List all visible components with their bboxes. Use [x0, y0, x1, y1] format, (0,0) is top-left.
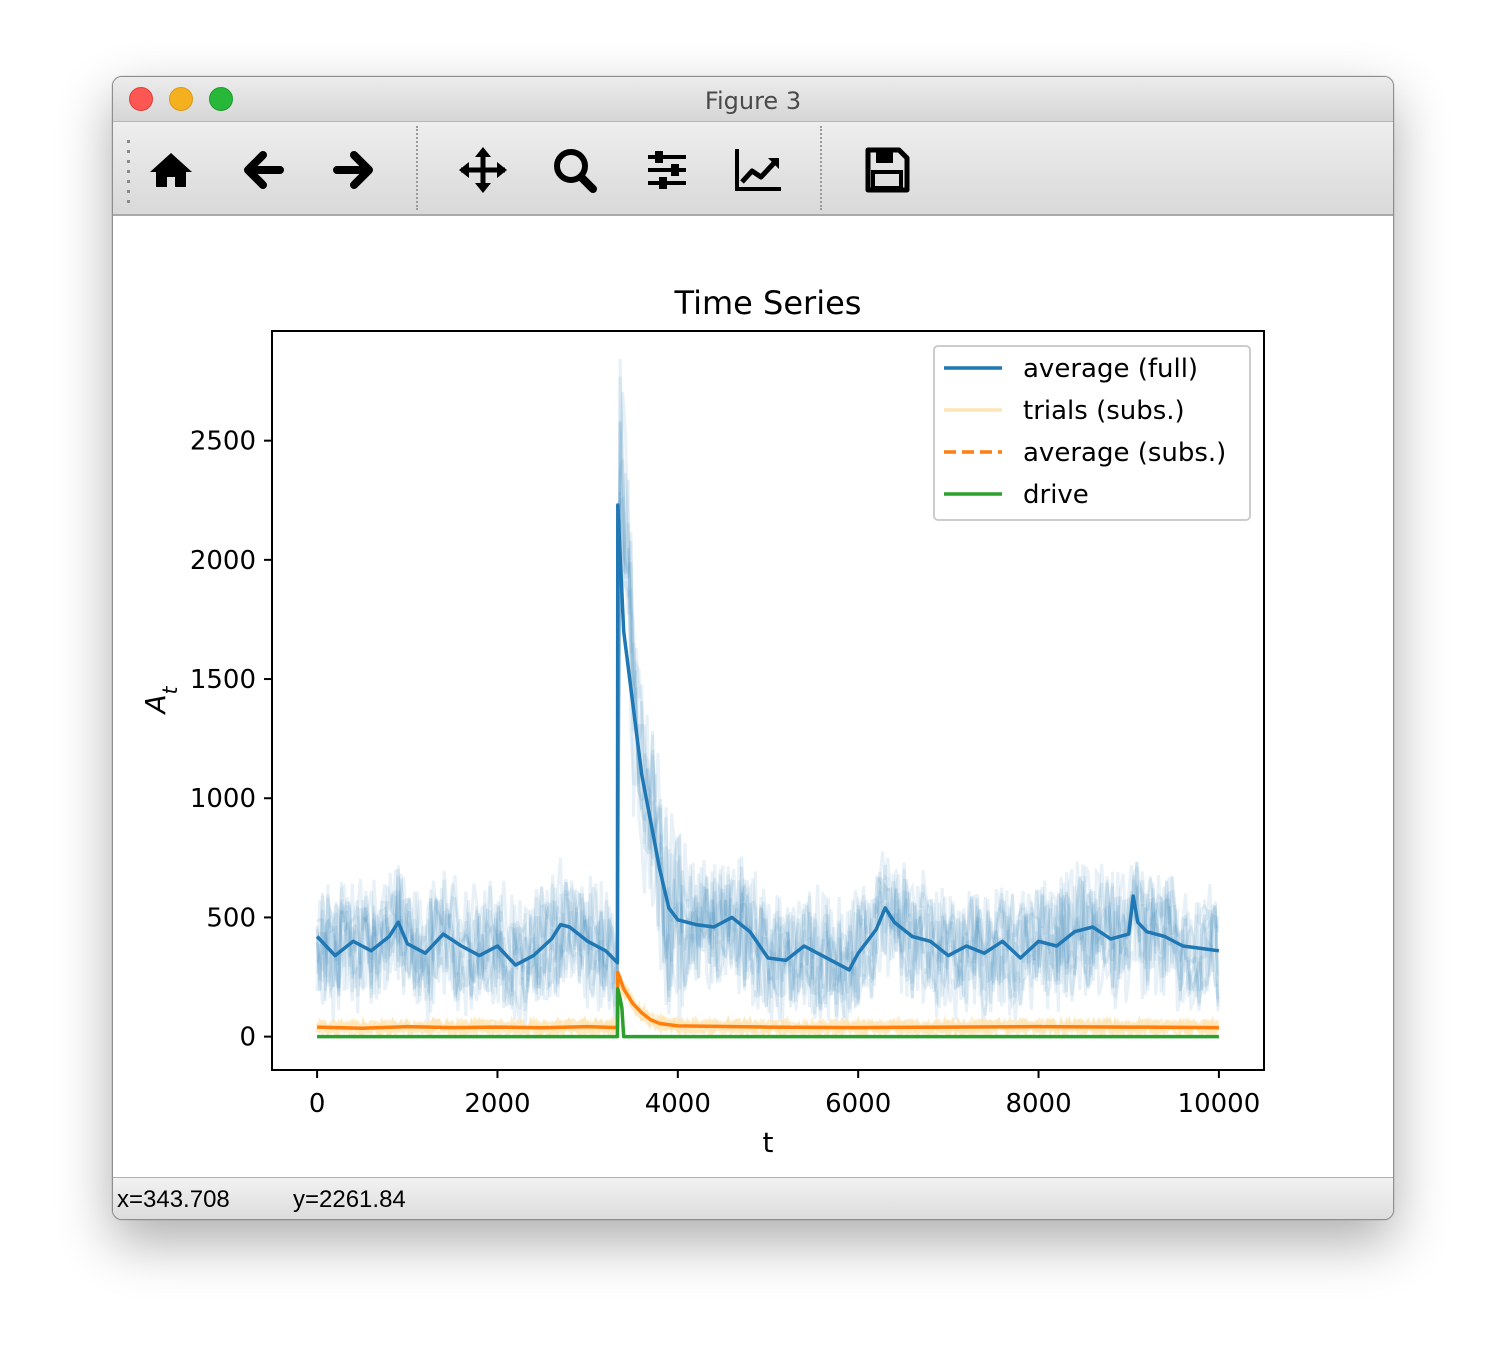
y-tick-label: 2000: [190, 546, 256, 576]
trial-trace-full: [316, 376, 1220, 1033]
x-tick-label: 0: [309, 1089, 326, 1119]
legend-label: average (subs.): [1023, 438, 1226, 468]
back-button[interactable]: [238, 146, 288, 194]
zoom-magnifier-icon: [554, 149, 597, 193]
y-tick-label: 0: [239, 1023, 256, 1053]
series-line-average-subs: [317, 970, 1219, 1031]
edit-axes-button[interactable]: [734, 146, 784, 194]
x-tick-label: 8000: [1005, 1089, 1071, 1119]
legend-label: drive: [1023, 480, 1089, 510]
x-tick-label: 6000: [825, 1089, 891, 1119]
minimize-button[interactable]: [169, 87, 193, 111]
legend-box: [933, 345, 1251, 521]
trial-trace-full: [315, 421, 1220, 1030]
trial-trace-full: [315, 496, 1220, 1019]
close-button[interactable]: [129, 87, 153, 111]
zoom-button-tool[interactable]: [550, 146, 600, 194]
trial-trace-full: [315, 358, 1220, 1024]
legend-label: average (full): [1023, 354, 1198, 384]
back-arrow-icon: [244, 151, 284, 189]
subplots-sliders-icon: [648, 151, 686, 189]
x-tick-label: 4000: [645, 1089, 711, 1119]
axes-frame: [271, 330, 1265, 1071]
figure-window: Figure 3: [112, 76, 1394, 1220]
forward-arrow-icon: [333, 151, 373, 189]
cursor-y-readout: y=2261.84: [293, 1186, 406, 1213]
title-bar[interactable]: Figure 3: [113, 77, 1393, 122]
figure-canvas[interactable]: 0 2000 4000 6000 8000 10000 0 500 1000 1500 2000 25…: [113, 216, 1393, 1176]
plot-svg[interactable]: 0 2000 4000 6000 8000 10000 0 500 1000 1500 2000 25…: [113, 216, 1393, 1176]
cursor-x-readout: x=343.708: [117, 1186, 230, 1213]
trial-trace-full: [315, 479, 1220, 1027]
trial-trace-full: [315, 459, 1220, 1022]
edit-axes-chart-icon: [735, 149, 781, 191]
home-button[interactable]: [146, 146, 196, 194]
pan-move-icon: [459, 147, 507, 193]
trial-trace-full: [315, 422, 1219, 1032]
status-bar: x=343.708 y=2261.84: [113, 1177, 1393, 1219]
y-tick-label: 1500: [190, 665, 256, 695]
forward-button[interactable]: [329, 146, 379, 194]
toolbar-separator: [416, 126, 418, 210]
home-icon: [150, 153, 192, 187]
pan-button[interactable]: [458, 146, 508, 194]
chart-title: Time Series: [674, 284, 862, 322]
save-floppy-icon: [865, 147, 910, 193]
series-line-average-full: [315, 503, 1220, 972]
trial-trace-subs: [315, 974, 1220, 1040]
y-tick-label: 2500: [190, 427, 256, 457]
save-button[interactable]: [862, 146, 912, 194]
x-tick-label: 10000: [1178, 1089, 1261, 1119]
zoom-button[interactable]: [209, 87, 233, 111]
subplots-button[interactable]: [642, 146, 692, 194]
legend-label: trials (subs.): [1023, 396, 1185, 426]
legend: average (full) trials (subs.) average (sub…: [933, 345, 1251, 521]
x-axis-label: t: [763, 1126, 774, 1159]
series-line-drive: [317, 987, 1219, 1039]
navigation-toolbar: [113, 122, 1393, 216]
trial-trace-full: [315, 392, 1220, 1025]
y-tick-label: 1000: [190, 784, 256, 814]
window-title: Figure 3: [704, 87, 802, 115]
y-tick-label: 500: [206, 903, 256, 933]
toolbar-separator: [820, 126, 822, 210]
toolbar-grip[interactable]: [127, 140, 130, 204]
x-tick-label: 2000: [464, 1089, 530, 1119]
y-axis-label: At: [139, 685, 182, 715]
